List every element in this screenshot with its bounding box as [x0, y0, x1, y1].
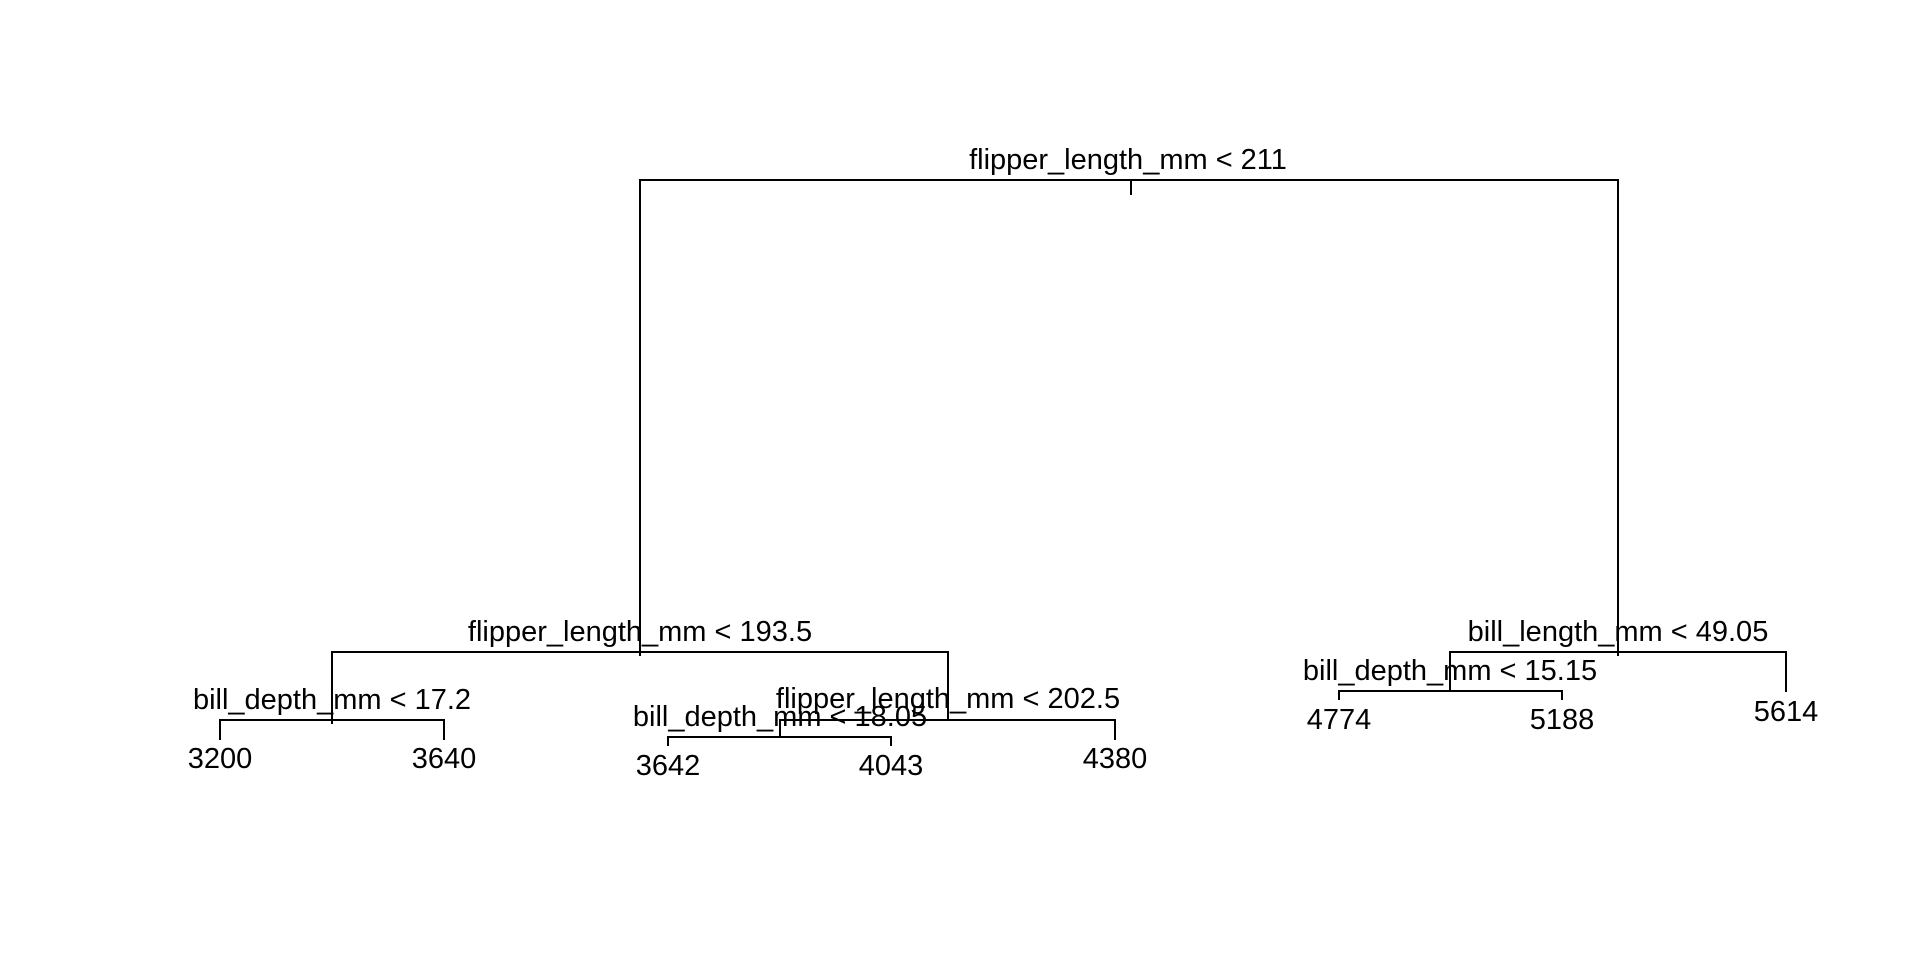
split-label-right: bill_length_mm < 49.05 [1468, 616, 1769, 648]
split-label-left-left: bill_depth_mm < 17.2 [193, 684, 471, 716]
split-label-right-left: bill_depth_mm < 15.15 [1303, 655, 1597, 687]
leaf-value: 3642 [636, 750, 701, 782]
split-label-left-right: flipper_length_mm < 202.5 [776, 683, 1120, 715]
split-label-left: flipper_length_mm < 193.5 [468, 616, 812, 648]
leaf-value: 4043 [859, 750, 924, 782]
leaf-value: 5614 [1754, 696, 1819, 728]
split-labels: flipper_length_mm < 211 flipper_length_m… [193, 144, 1768, 733]
split-label-root: flipper_length_mm < 211 [969, 144, 1287, 176]
split-label-left-right-left: bill_depth_mm < 18.05 [633, 701, 927, 733]
leaf-value: 3640 [412, 743, 477, 775]
left-right-split-branch [779, 719, 1116, 740]
root-split-branch [639, 179, 1619, 656]
right-left-split-branch [1338, 690, 1563, 700]
leaf-value: 4774 [1307, 704, 1372, 736]
left-right-left-split-branch [667, 736, 892, 746]
leaf-values: 3200 3640 3642 4043 4380 4774 5188 5614 [188, 696, 1819, 782]
left-left-split-branch [219, 719, 445, 740]
left-split-branch [331, 651, 949, 724]
leaf-value: 3200 [188, 743, 253, 775]
leaf-value: 5188 [1530, 704, 1595, 736]
tree-branches [219, 179, 1787, 746]
right-split-branch [1449, 651, 1787, 692]
leaf-value: 4380 [1083, 743, 1148, 775]
